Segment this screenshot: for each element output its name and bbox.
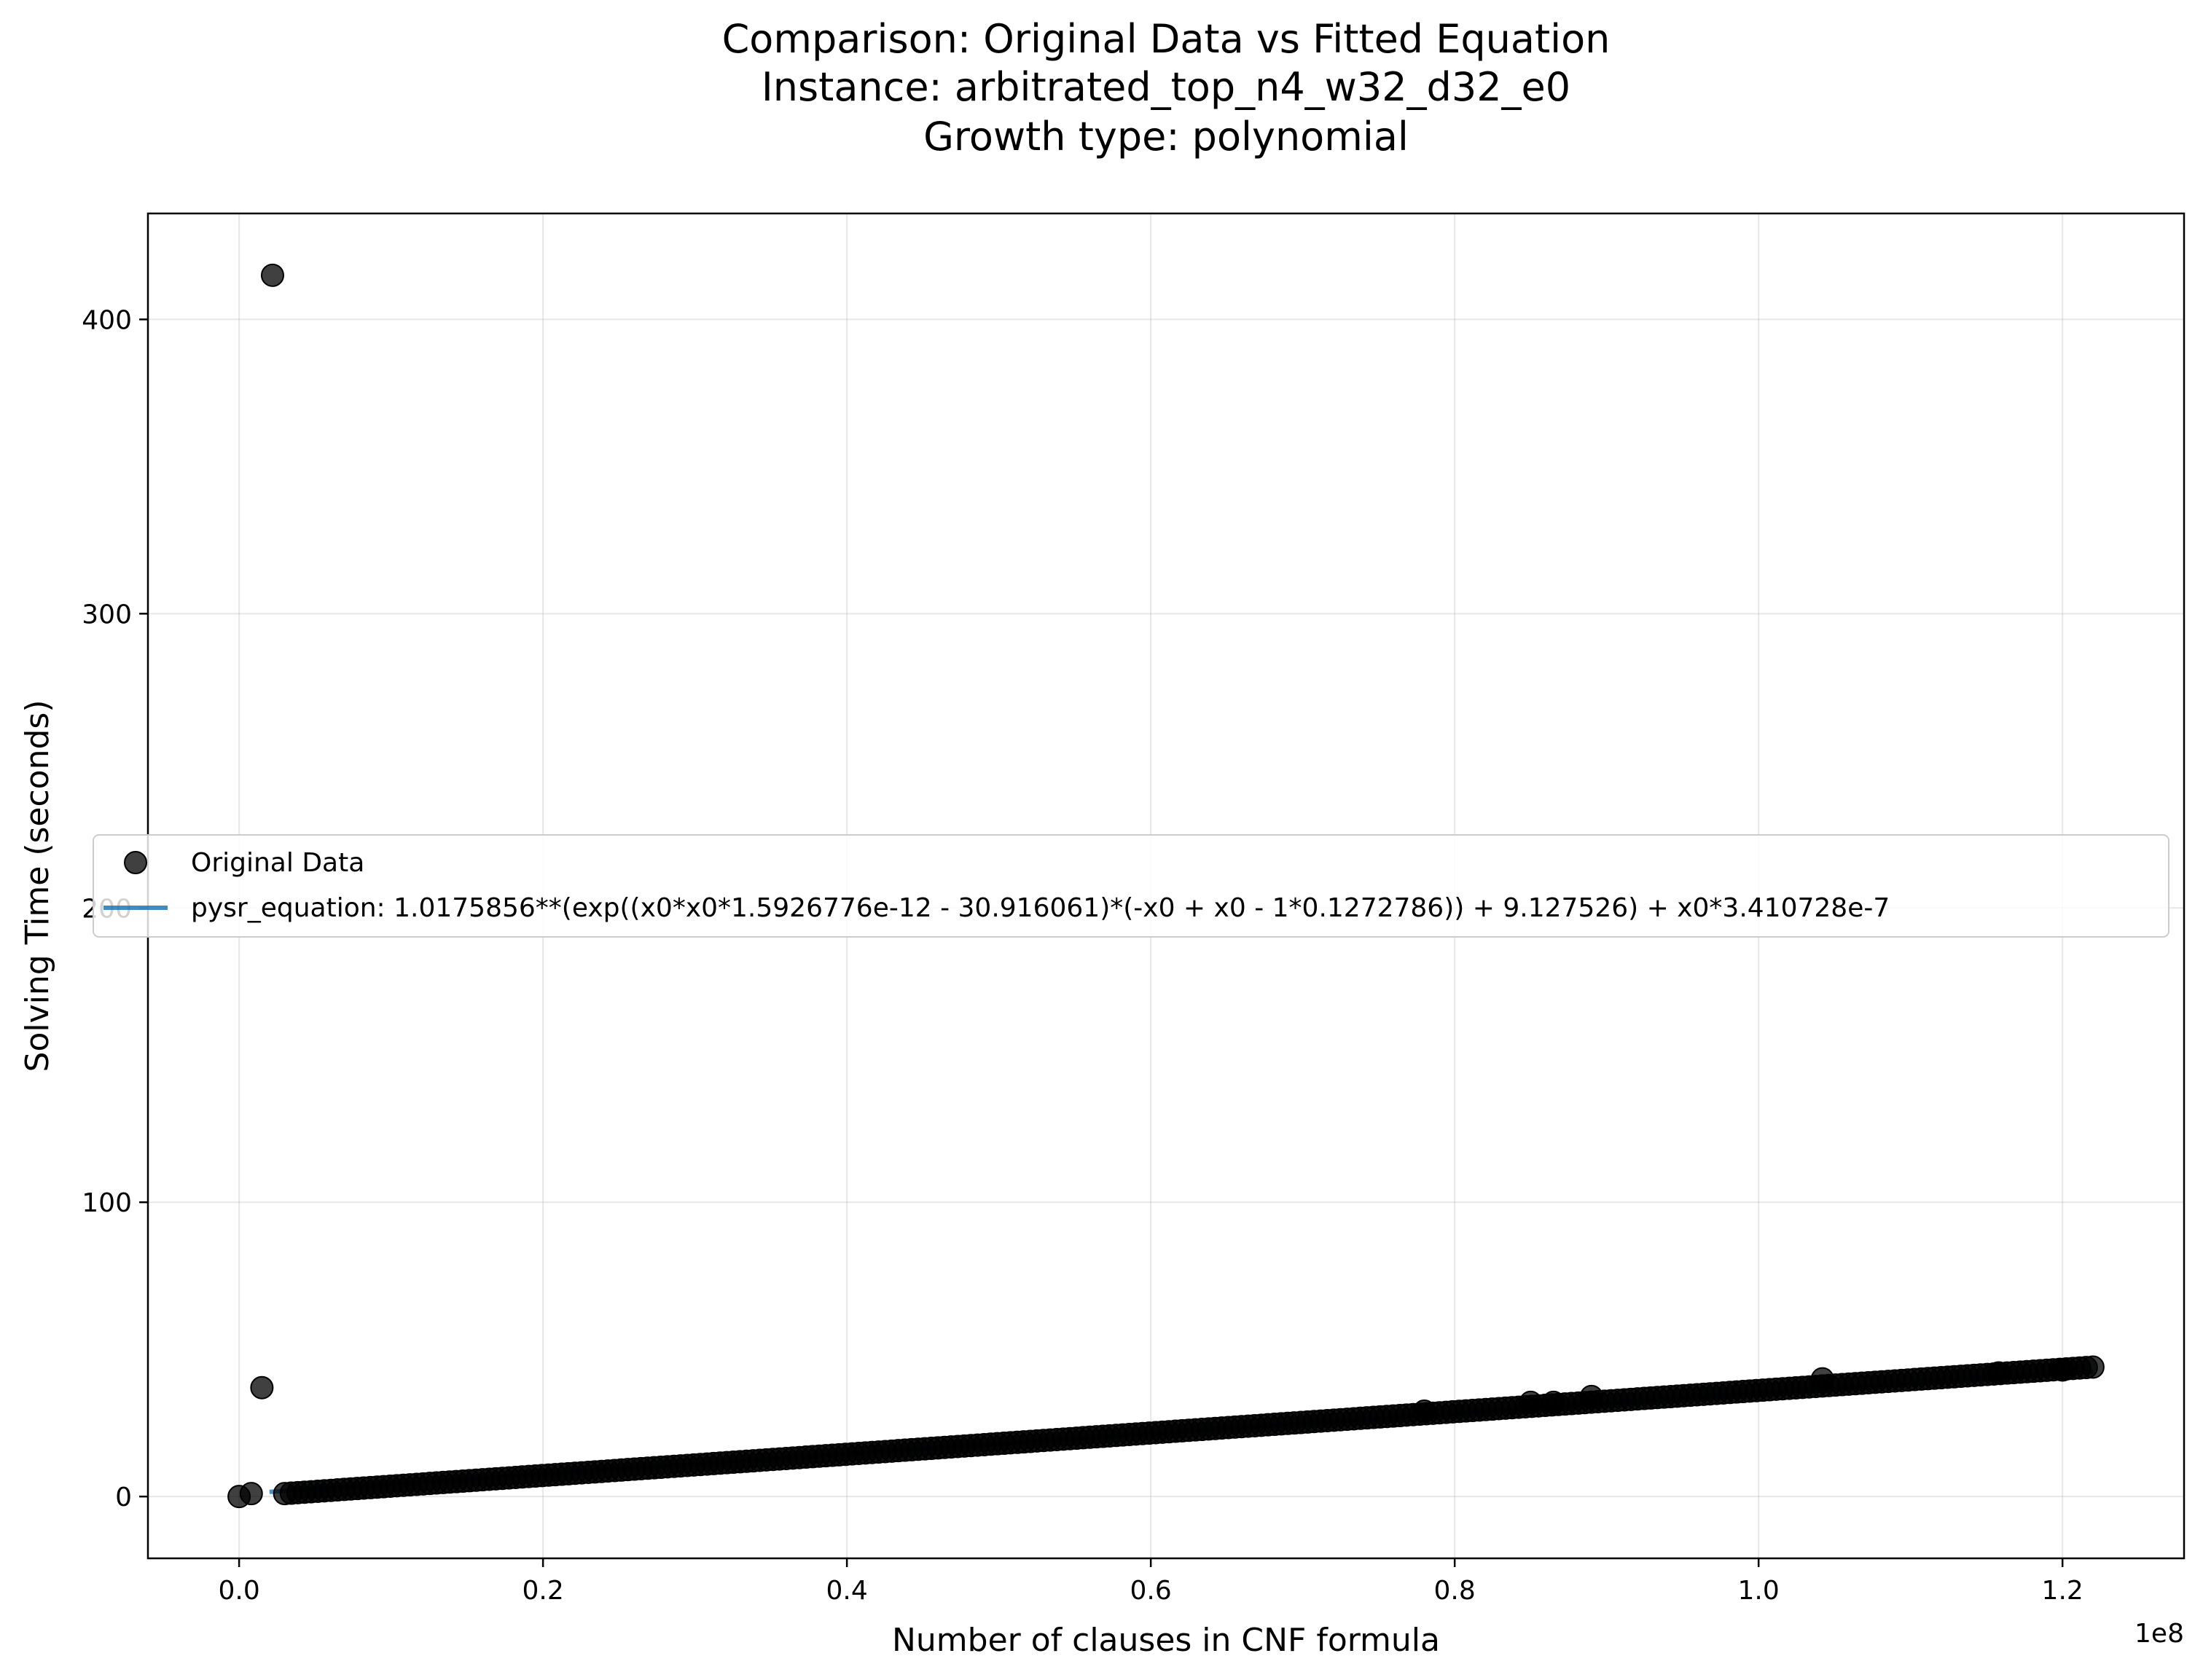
x-tick-label: 0.8: [1434, 1576, 1476, 1606]
x-axis-label: Number of clauses in CNF formula: [892, 1622, 1440, 1659]
data-point: [1810, 1367, 1834, 1391]
x-tick-label: 0.2: [522, 1576, 563, 1606]
legend-box: [93, 834, 2169, 938]
y-axis-label: Solving Time (seconds): [19, 700, 56, 1072]
legend-label-fitted-line: pysr_equation: 1.0175856**(exp((x0*x0*1.…: [191, 893, 1890, 923]
x-tick-label: 1.0: [1738, 1576, 1780, 1606]
x-tick-label: 0.6: [1130, 1576, 1172, 1606]
y-tick-label: 300: [82, 600, 132, 629]
data-point: [250, 1375, 274, 1400]
y-tick-label: 100: [82, 1188, 132, 1218]
data-point: [1519, 1390, 1543, 1414]
x-tick-label: 1.2: [2042, 1576, 2083, 1606]
y-tick-label: 0: [115, 1483, 132, 1512]
title-line-3: Growth type: polynomial: [923, 114, 1409, 160]
data-point: [1412, 1400, 1436, 1424]
title-line-2: Instance: arbitrated_top_n4_w32_d32_e0: [762, 64, 1570, 110]
data-point: [239, 1482, 263, 1506]
y-tick-label: 400: [82, 305, 132, 335]
data-point: [1541, 1390, 1565, 1414]
scatter-points-layer: [227, 263, 2105, 1509]
data-point: [2051, 1358, 2075, 1382]
data-point: [260, 263, 284, 287]
data-point: [2081, 1355, 2105, 1379]
x-tick-label: 0.0: [218, 1576, 259, 1606]
title-line-1: Comparison: Original Data vs Fitted Equa…: [722, 16, 1611, 62]
legend-label-original-data: Original Data: [191, 848, 364, 878]
x-axis-ticks: 0.0 0.2 0.4 0.6 0.8 1.0 1.2: [218, 1558, 2083, 1606]
x-axis-multiplier: 1e8: [2134, 1619, 2184, 1649]
legend-marker-original-data: [124, 851, 147, 874]
data-point: [1987, 1361, 2011, 1385]
chart-title: Comparison: Original Data vs Fitted Equa…: [722, 16, 1611, 160]
legend: Original Data pysr_equation: 1.0175856**…: [93, 834, 2169, 938]
x-tick-label: 0.4: [826, 1576, 868, 1606]
data-point: [1579, 1384, 1603, 1408]
